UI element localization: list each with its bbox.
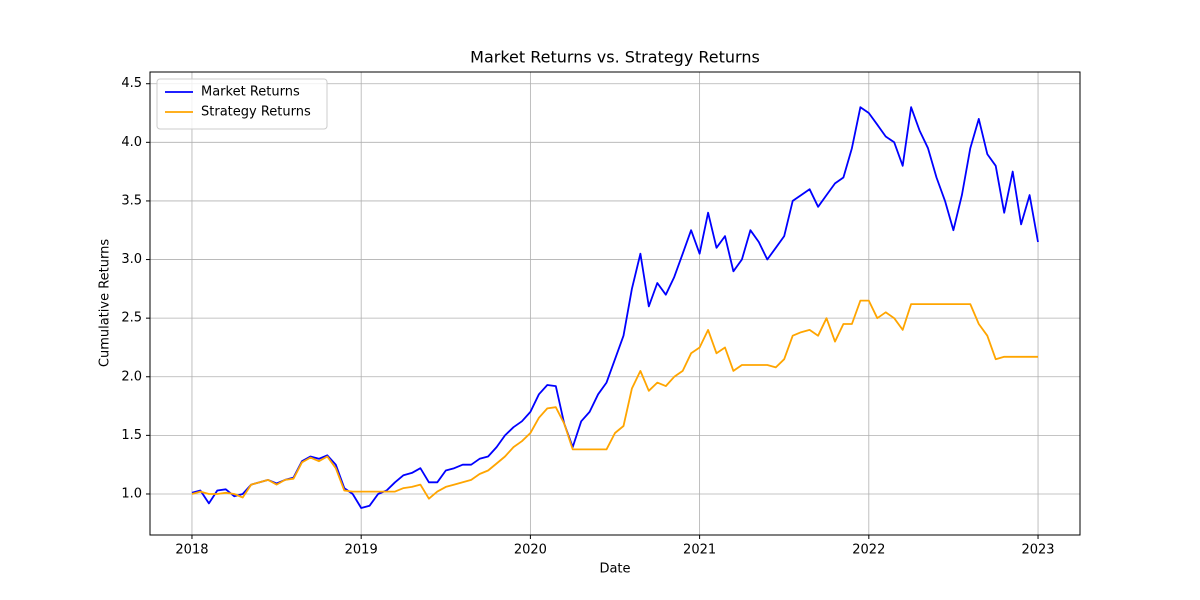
legend-label: Strategy Returns [201,105,311,120]
plot-frame [149,71,1081,536]
y-tick-label: 4.0 [121,135,142,150]
y-tick-label: 1.5 [121,428,142,443]
series-line [191,106,1039,509]
y-tick-label: 2.0 [121,369,142,384]
x-tick-label: 2019 [345,543,378,558]
x-axis-label: Date [599,562,630,577]
chart-title: Market Returns vs. Strategy Returns [470,48,760,67]
x-tick-label: 2020 [514,543,547,558]
x-tick-label: 2018 [175,543,208,558]
y-tick-label: 3.5 [121,193,142,208]
y-axis-label: Cumulative Returns [98,239,113,367]
y-tick-label: 3.0 [121,252,142,267]
x-tick-label: 2022 [852,543,885,558]
y-tick-label: 4.5 [121,76,142,91]
series-line [191,299,1038,500]
x-tick-label: 2023 [1021,543,1054,558]
legend-box [156,78,328,130]
x-tick-label: 2021 [683,543,716,558]
legend-label: Market Returns [201,85,300,100]
y-tick-label: 2.5 [121,311,142,326]
y-tick-label: 1.0 [121,486,142,501]
